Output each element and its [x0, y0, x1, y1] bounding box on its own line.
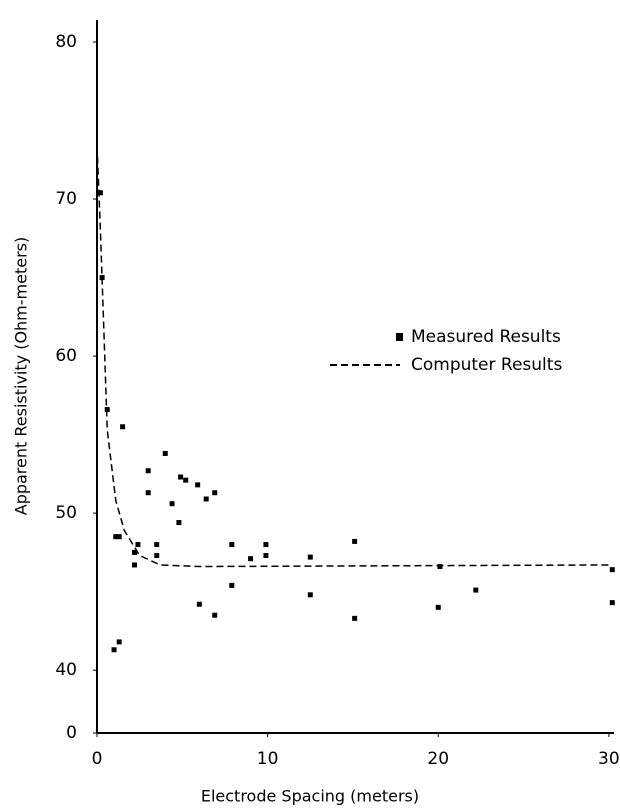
- legend-label: Measured Results: [411, 327, 561, 347]
- data-point: [145, 468, 151, 474]
- y-tick-label: 80: [55, 32, 77, 52]
- y-axis-title: Apparent Resistivity (Ohm-meters): [12, 237, 31, 516]
- data-point: [145, 490, 151, 496]
- legend-swatch: [396, 333, 403, 341]
- data-point: [111, 647, 117, 653]
- data-point: [352, 615, 358, 621]
- data-point: [203, 496, 209, 502]
- data-point: [307, 554, 313, 560]
- data-point: [154, 553, 160, 559]
- y-tick-label: 70: [55, 189, 77, 209]
- data-point: [248, 556, 254, 562]
- data-point: [113, 534, 119, 540]
- x-tick-label: 10: [257, 749, 279, 769]
- y-tick-label: 60: [55, 346, 77, 366]
- data-point: [229, 542, 235, 548]
- data-point: [195, 482, 201, 488]
- data-point: [263, 542, 269, 548]
- data-point: [307, 592, 313, 598]
- data-point: [196, 601, 202, 607]
- data-point: [352, 538, 358, 544]
- data-point: [116, 639, 122, 645]
- data-point: [178, 474, 184, 480]
- data-point: [120, 424, 126, 430]
- data-point: [435, 604, 441, 610]
- data-point: [609, 567, 615, 573]
- computed-line: [96, 145, 611, 568]
- x-tick-label: 30: [598, 749, 620, 769]
- data-point: [473, 587, 479, 593]
- data-point: [135, 542, 141, 548]
- data-point: [162, 450, 168, 456]
- data-point: [116, 534, 122, 540]
- data-point: [176, 520, 182, 526]
- data-point: [212, 612, 218, 618]
- data-point: [212, 490, 218, 496]
- data-point: [609, 600, 615, 606]
- data-point: [183, 477, 189, 483]
- data-point: [97, 190, 103, 196]
- x-tick-label: 0: [92, 749, 103, 769]
- data-point: [263, 553, 269, 559]
- y-tick-label: 50: [55, 503, 77, 523]
- x-axis-title: Electrode Spacing (meters): [201, 787, 419, 806]
- legend-label: Computer Results: [411, 355, 562, 375]
- data-point: [154, 542, 160, 548]
- data-point: [169, 501, 175, 507]
- x-tick-label: 20: [427, 749, 449, 769]
- y-tick-label: 0: [66, 723, 77, 743]
- data-point: [229, 582, 235, 588]
- data-point: [437, 564, 443, 570]
- data-point: [132, 562, 138, 568]
- y-tick-label: 40: [55, 660, 77, 680]
- data-point: [132, 549, 138, 555]
